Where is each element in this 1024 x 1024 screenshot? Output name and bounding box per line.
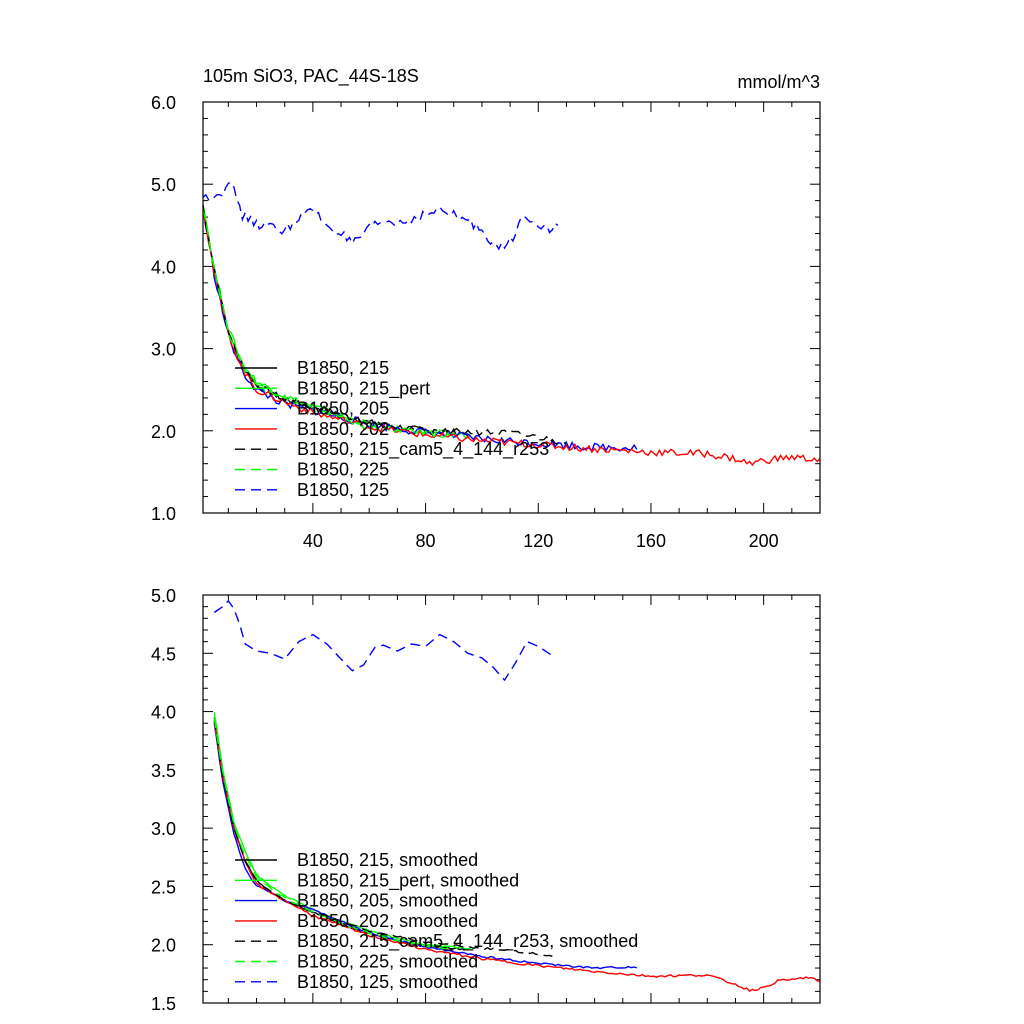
legend-label: B1850, 215_cam5_4_144_r253, smoothed <box>297 931 638 952</box>
units-label: mmol/m^3 <box>738 72 820 92</box>
x-tick-label: 200 <box>749 531 779 551</box>
series-line <box>202 210 821 467</box>
y-tick-label: 4.5 <box>151 644 176 664</box>
series-line <box>202 209 454 439</box>
plot-frame <box>202 594 821 1004</box>
y-tick-label: 2.5 <box>151 877 176 897</box>
series-line <box>213 719 553 957</box>
x-tick-label: 120 <box>523 531 553 551</box>
x-tick-label: 160 <box>636 531 666 551</box>
y-tick-label: 5.0 <box>151 586 176 606</box>
series-line <box>202 208 638 453</box>
legend-label: B1850, 202, smoothed <box>297 911 478 931</box>
legend-label: B1850, 205, smoothed <box>297 891 478 911</box>
y-tick-label: 3.0 <box>151 819 176 839</box>
series-line <box>202 181 559 251</box>
series-line <box>213 599 553 682</box>
legend-label: B1850, 205 <box>297 399 389 419</box>
y-tick-label: 2.0 <box>151 422 176 442</box>
legend-label: B1850, 215, smoothed <box>297 850 478 870</box>
y-tick-label: 3.0 <box>151 340 176 360</box>
legend-label: B1850, 215_cam5_4_144_r253 <box>297 439 549 460</box>
legend-label: B1850, 202 <box>297 419 389 439</box>
top-panel: 105m SiO3, PAC_44S-18S mmol/m^3 40 80 120 1… <box>151 66 821 551</box>
y-tick-label: 6.0 <box>151 93 176 113</box>
bottom-panel: 1.5 2.0 2.5 3.0 3.5 4.0 4.5 5.0 B1850, 215, smoo… <box>151 586 821 1014</box>
x-tick-label: 80 <box>416 531 436 551</box>
legend-label: B1850, 125 <box>297 480 389 500</box>
series-line <box>213 717 455 951</box>
y-tick-label: 5.0 <box>151 175 176 195</box>
y-tick-label: 2.0 <box>151 936 176 956</box>
legend-label: B1850, 225 <box>297 460 389 480</box>
plot-frame <box>202 101 821 514</box>
y-tick-label: 4.0 <box>151 257 176 277</box>
legend-label: B1850, 225, smoothed <box>297 952 478 972</box>
y-tick-label: 1.0 <box>151 504 176 524</box>
x-tick-label: 40 <box>303 531 323 551</box>
legend-label: B1850, 125, smoothed <box>297 972 478 992</box>
series-line <box>213 721 821 992</box>
legend-label: B1850, 215_pert, smoothed <box>297 870 519 891</box>
y-tick-label: 3.5 <box>151 761 176 781</box>
chart-title: 105m SiO3, PAC_44S-18S <box>203 66 419 87</box>
y-tick-label: 1.5 <box>151 994 176 1014</box>
legend-label: B1850, 215 <box>297 358 389 378</box>
y-tick-label: 4.0 <box>151 703 176 723</box>
legend-label: B1850, 215_pert <box>297 378 430 399</box>
